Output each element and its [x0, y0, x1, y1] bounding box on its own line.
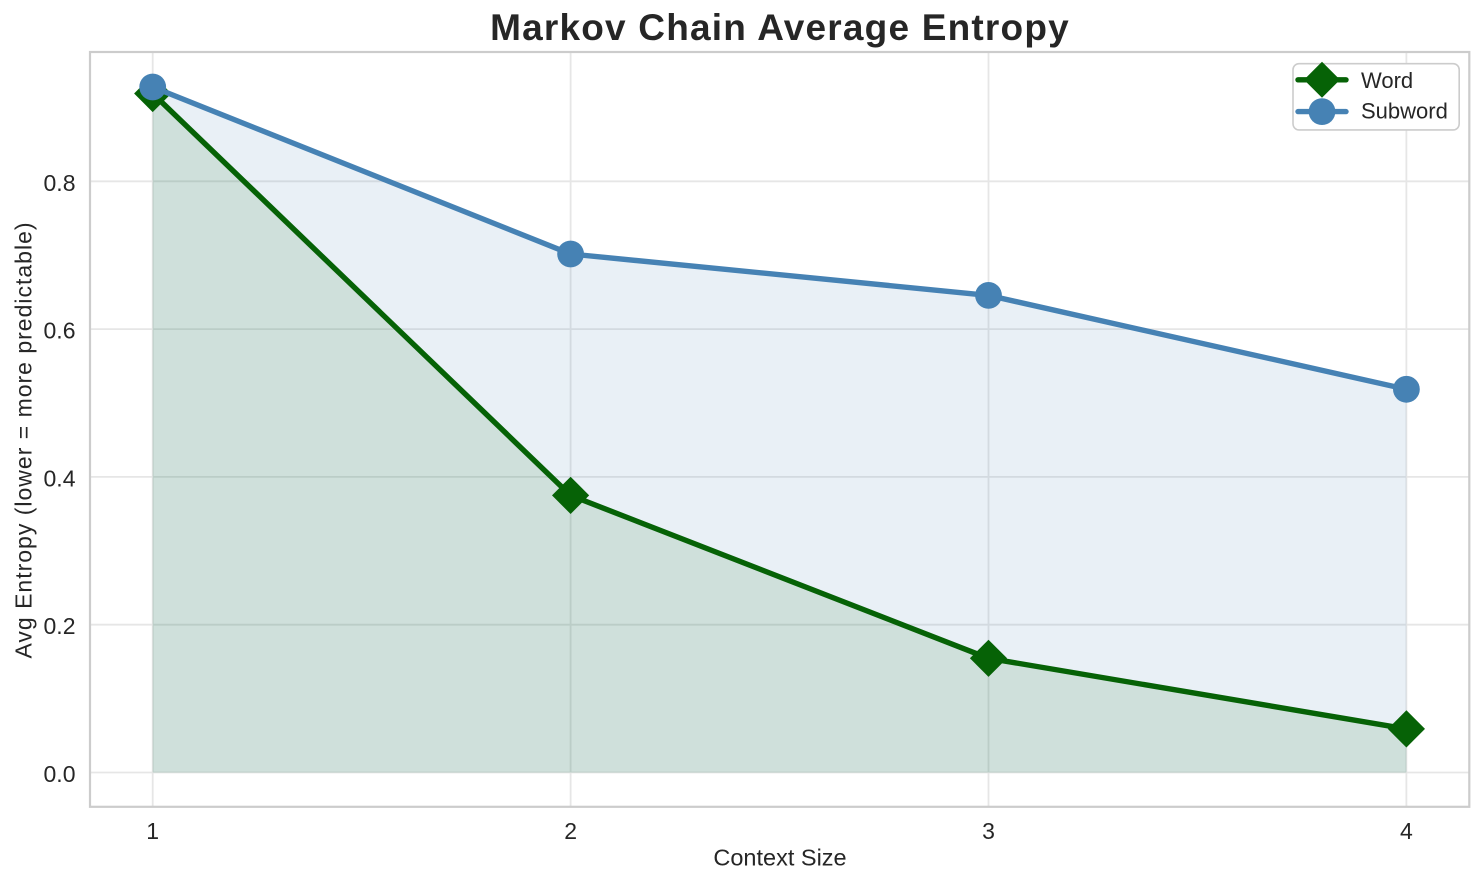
svg-text:1: 1 [146, 818, 159, 844]
svg-text:2: 2 [564, 818, 577, 844]
svg-text:0.6: 0.6 [44, 318, 76, 344]
svg-text:Context Size: Context Size [713, 845, 846, 871]
svg-text:Word: Word [1361, 68, 1413, 93]
svg-text:3: 3 [982, 818, 995, 844]
svg-text:4: 4 [1400, 818, 1413, 844]
svg-text:0.8: 0.8 [44, 170, 76, 196]
svg-text:0.4: 0.4 [44, 465, 76, 491]
svg-text:Subword: Subword [1361, 99, 1448, 124]
svg-text:Avg Entropy (lower = more pred: Avg Entropy (lower = more predictable) [11, 221, 37, 658]
svg-text:0.2: 0.2 [44, 613, 76, 639]
svg-text:0.0: 0.0 [44, 761, 76, 787]
svg-text:Markov Chain Average Entropy: Markov Chain Average Entropy [490, 7, 1070, 48]
